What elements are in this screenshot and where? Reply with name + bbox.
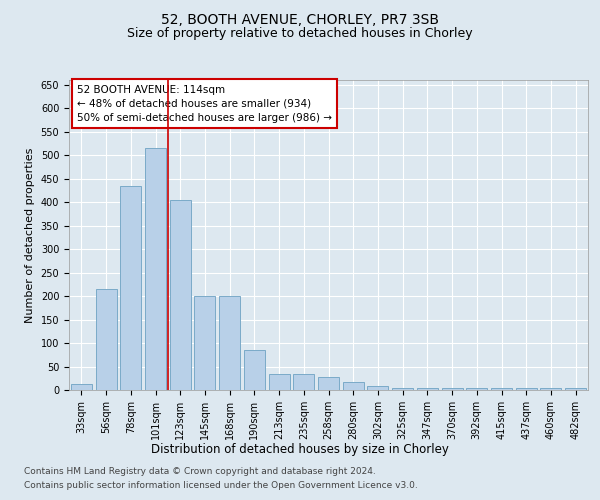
Bar xyxy=(145,148,166,390)
Bar xyxy=(244,350,265,390)
Text: Distribution of detached houses by size in Chorley: Distribution of detached houses by size … xyxy=(151,442,449,456)
Bar xyxy=(293,374,314,390)
Bar xyxy=(516,388,537,390)
Bar xyxy=(71,384,92,390)
Bar xyxy=(343,382,364,390)
Text: Contains public sector information licensed under the Open Government Licence v3: Contains public sector information licen… xyxy=(24,481,418,490)
Bar xyxy=(95,289,116,390)
Bar xyxy=(318,377,339,390)
Bar xyxy=(392,388,413,390)
Text: 52 BOOTH AVENUE: 114sqm
← 48% of detached houses are smaller (934)
50% of semi-d: 52 BOOTH AVENUE: 114sqm ← 48% of detache… xyxy=(77,84,332,122)
Text: Contains HM Land Registry data © Crown copyright and database right 2024.: Contains HM Land Registry data © Crown c… xyxy=(24,468,376,476)
Y-axis label: Number of detached properties: Number of detached properties xyxy=(25,148,35,322)
Bar xyxy=(170,200,191,390)
Bar xyxy=(269,374,290,390)
Text: Size of property relative to detached houses in Chorley: Size of property relative to detached ho… xyxy=(127,28,473,40)
Bar xyxy=(219,296,240,390)
Text: 52, BOOTH AVENUE, CHORLEY, PR7 3SB: 52, BOOTH AVENUE, CHORLEY, PR7 3SB xyxy=(161,12,439,26)
Bar xyxy=(442,388,463,390)
Bar xyxy=(491,388,512,390)
Bar xyxy=(541,388,562,390)
Bar xyxy=(417,388,438,390)
Bar xyxy=(565,388,586,390)
Bar xyxy=(367,386,388,390)
Bar xyxy=(466,388,487,390)
Bar xyxy=(120,186,141,390)
Bar xyxy=(194,296,215,390)
